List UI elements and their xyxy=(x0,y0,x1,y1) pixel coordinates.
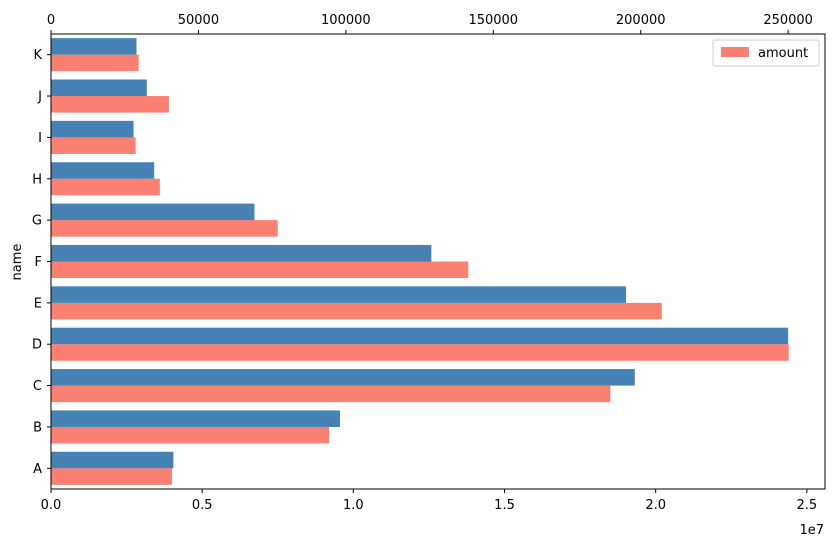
y-tick-label: J xyxy=(37,90,42,105)
bar-bottom-A xyxy=(51,468,172,485)
bar-top-H xyxy=(51,162,155,179)
bar-bottom-H xyxy=(51,178,160,196)
x-tick-label-top: 150000 xyxy=(468,13,518,28)
bar-bottom-C xyxy=(51,385,611,403)
bar-bottom-J xyxy=(51,96,169,113)
y-tick-label: A xyxy=(33,462,42,477)
bar-bottom-I xyxy=(51,137,136,154)
x-axis-offset-label: 1e7 xyxy=(799,523,824,538)
bar-bottom-G xyxy=(51,220,278,237)
x-tick-label-top: 50000 xyxy=(178,13,219,28)
y-tick-label: K xyxy=(33,48,42,63)
y-tick-label: F xyxy=(35,255,42,270)
y-tick-label: G xyxy=(32,214,42,229)
x-tick-label-bottom: 1.0 xyxy=(343,498,364,513)
bar-top-A xyxy=(51,451,174,469)
legend: amount xyxy=(712,39,820,67)
bar-bottom-K xyxy=(51,54,139,72)
x-tick-label-top: 200000 xyxy=(616,13,666,28)
bar-top-K xyxy=(51,38,137,55)
y-tick-label: C xyxy=(33,379,42,394)
x-tick-label-bottom: 2.5 xyxy=(797,498,818,513)
legend-box xyxy=(712,39,820,67)
bar-bottom-F xyxy=(51,261,469,279)
y-tick-label: I xyxy=(38,131,42,146)
bar-top-D xyxy=(51,327,789,345)
plot-frame xyxy=(50,33,826,490)
bar-bottom-D xyxy=(51,344,789,361)
bars-layer xyxy=(51,38,789,485)
bar-bottom-E xyxy=(51,302,662,320)
bar-top-E xyxy=(51,286,626,303)
y-tick-label: D xyxy=(32,338,42,353)
x-tick-label-bottom: 1.5 xyxy=(494,498,515,513)
legend-label-amount: amount xyxy=(758,46,808,61)
bar-top-G xyxy=(51,203,255,221)
x-tick-label-top: 100000 xyxy=(321,13,371,28)
ticks-layer: A B C D E F G H I J K 0.0 0.5 1.0 1.5 2.0 2.5 0 50000 10000… xyxy=(32,13,817,513)
bar-top-I xyxy=(51,120,134,138)
bar-top-C xyxy=(51,369,635,386)
y-tick-label: B xyxy=(33,420,42,435)
x-tick-label-bottom: 0.5 xyxy=(192,498,213,513)
bar-top-J xyxy=(51,79,147,97)
x-tick-label-bottom: 0.0 xyxy=(41,498,62,513)
bar-top-B xyxy=(51,410,340,427)
x-tick-label-top: 0 xyxy=(47,13,55,28)
legend-swatch-amount xyxy=(721,47,749,57)
x-tick-label-bottom: 2.0 xyxy=(645,498,666,513)
y-tick-label: E xyxy=(34,296,42,311)
bar-top-F xyxy=(51,244,432,262)
y-axis-label: name xyxy=(10,244,25,281)
x-tick-label-top: 250000 xyxy=(763,13,813,28)
bar-bottom-B xyxy=(51,426,330,444)
y-tick-label: H xyxy=(32,172,42,187)
